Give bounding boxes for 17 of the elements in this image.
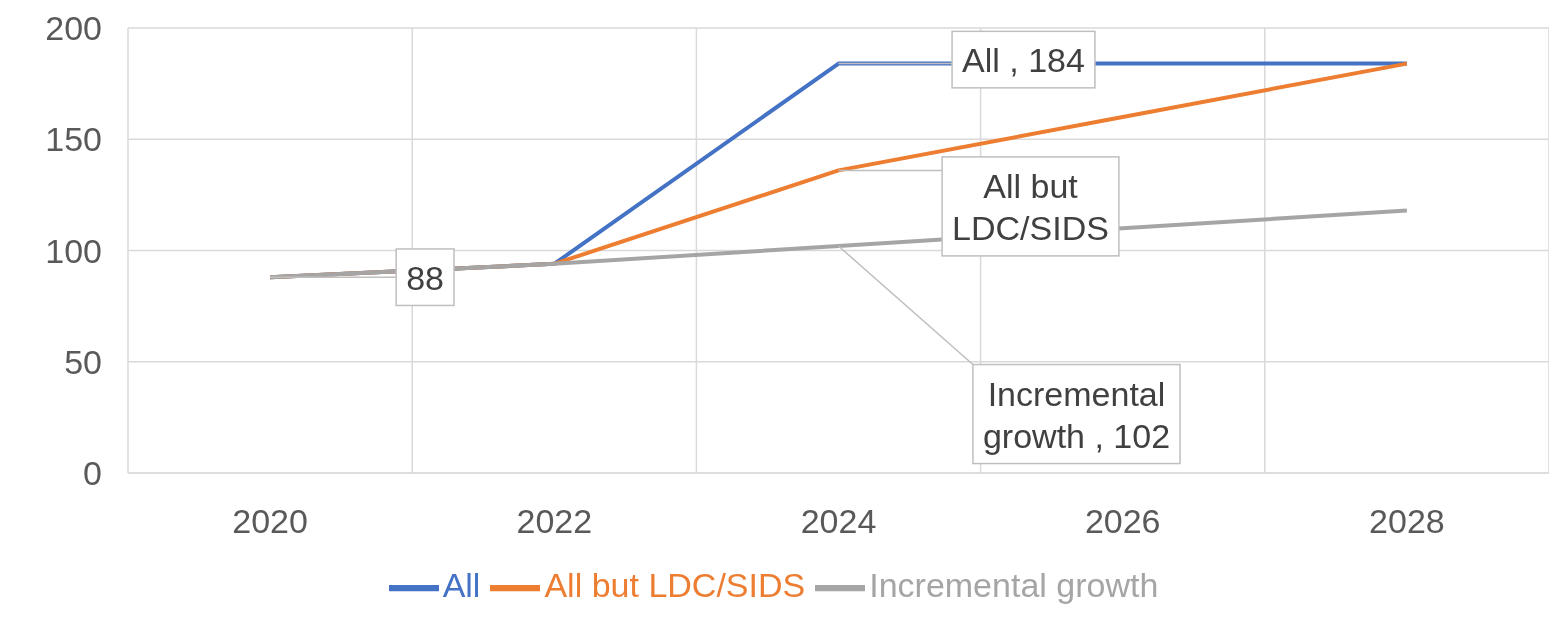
legend-label: Incremental growth bbox=[869, 565, 1159, 604]
x-tick-label: 2024 bbox=[800, 502, 877, 541]
x-tick-label: 2022 bbox=[516, 502, 593, 541]
y-tick-label: 200 bbox=[45, 9, 102, 48]
x-tick-label: 2020 bbox=[232, 502, 308, 541]
legend-label: All bbox=[442, 565, 481, 604]
annotation: All but LDC/SIDS bbox=[952, 166, 1109, 248]
x-tick-label: 2026 bbox=[1084, 502, 1161, 541]
annotation: Incremental growth , 102 bbox=[982, 374, 1171, 456]
annotation: 88 bbox=[406, 258, 445, 297]
y-tick-label: 100 bbox=[45, 231, 102, 270]
x-tick-label: 2028 bbox=[1369, 502, 1445, 541]
y-tick-label: 150 bbox=[45, 120, 102, 159]
y-tick-label: 50 bbox=[64, 342, 102, 381]
y-tick-label: 0 bbox=[83, 454, 102, 493]
legend-label: All but LDC/SIDS bbox=[544, 565, 806, 604]
annotation: All , 184 bbox=[962, 41, 1085, 80]
